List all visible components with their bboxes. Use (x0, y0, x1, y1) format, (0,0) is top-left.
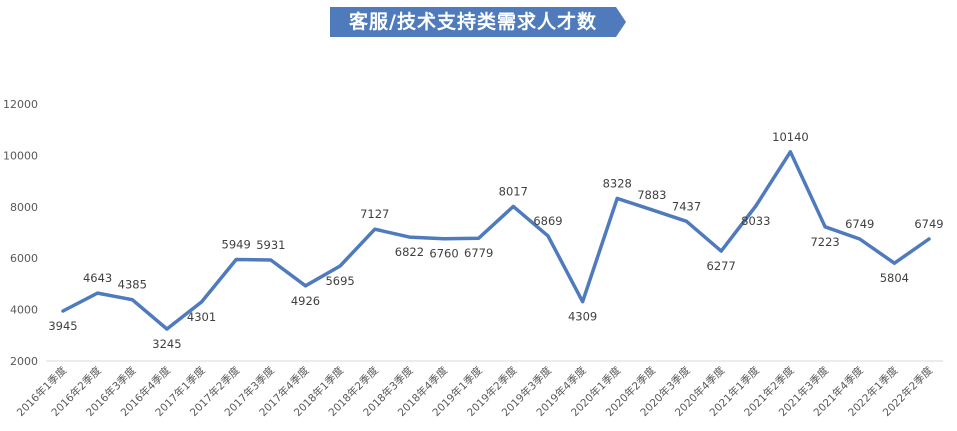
series-line (61, 150, 931, 331)
data-label: 6822 (395, 245, 424, 259)
title-banner-shape (330, 7, 626, 37)
data-point (234, 258, 238, 262)
data-label: 3945 (48, 319, 77, 333)
data-label: 6760 (429, 247, 458, 261)
data-point (823, 225, 827, 229)
data-label: 4309 (568, 310, 597, 324)
data-point (892, 261, 896, 265)
data-label: 5931 (256, 238, 285, 252)
data-label: 4385 (118, 278, 147, 292)
data-point (927, 237, 931, 241)
data-point (96, 291, 100, 295)
y-tick-label: 10000 (3, 149, 38, 162)
data-label: 6779 (464, 246, 493, 260)
data-label: 5695 (325, 274, 354, 288)
data-point (442, 237, 446, 241)
data-label: 7127 (360, 207, 389, 221)
data-label: 7223 (810, 235, 839, 249)
data-label: 4301 (187, 310, 216, 324)
data-point (477, 236, 481, 240)
data-point (615, 196, 619, 200)
data-label: 8033 (741, 214, 770, 228)
data-label: 5949 (222, 238, 251, 252)
data-label: 8017 (499, 184, 528, 198)
y-tick-label: 6000 (10, 252, 38, 265)
y-tick-label: 2000 (10, 355, 38, 368)
data-point (650, 208, 654, 212)
data-point (373, 227, 377, 231)
data-point (754, 204, 758, 208)
data-point (719, 249, 723, 253)
y-tick-label: 12000 (3, 98, 38, 111)
chart-title: 客服/技术支持类需求人才数 (349, 11, 597, 33)
data-point (61, 309, 65, 313)
data-label: 4643 (83, 271, 112, 285)
data-point (858, 237, 862, 241)
data-label: 4926 (291, 294, 320, 308)
data-point (546, 234, 550, 238)
data-label: 7883 (637, 188, 666, 202)
y-tick-label: 4000 (10, 304, 38, 317)
data-point (581, 300, 585, 304)
data-point (788, 150, 792, 154)
data-label: 7437 (672, 199, 701, 213)
data-label: 6277 (707, 259, 736, 273)
data-label: 6749 (914, 217, 943, 231)
data-point (511, 204, 515, 208)
data-label: 6869 (533, 214, 562, 228)
data-point (200, 300, 204, 304)
data-point (407, 235, 411, 239)
data-point (338, 264, 342, 268)
data-label: 8328 (603, 176, 632, 190)
data-point (303, 284, 307, 288)
data-label: 3245 (152, 337, 181, 351)
data-label: 5804 (880, 271, 909, 285)
data-point (165, 327, 169, 331)
data-label: 6749 (845, 217, 874, 231)
data-label: 10140 (772, 130, 809, 144)
y-tick-label: 8000 (10, 201, 38, 214)
data-point (130, 298, 134, 302)
data-point (685, 219, 689, 223)
chart-title-banner: 客服/技术支持类需求人才数 (330, 7, 626, 37)
data-point (269, 258, 273, 262)
